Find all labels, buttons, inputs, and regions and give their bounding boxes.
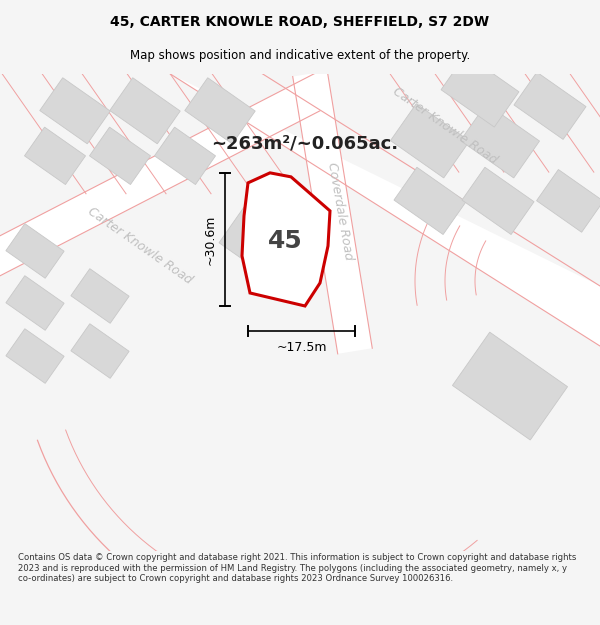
Polygon shape xyxy=(514,72,586,139)
Text: ~17.5m: ~17.5m xyxy=(276,341,327,354)
Text: Contains OS data © Crown copyright and database right 2021. This information is : Contains OS data © Crown copyright and d… xyxy=(18,554,577,583)
Polygon shape xyxy=(460,104,539,178)
Polygon shape xyxy=(40,78,110,144)
Polygon shape xyxy=(394,168,466,234)
Text: ~263m²/~0.065ac.: ~263m²/~0.065ac. xyxy=(211,135,398,153)
Text: 45: 45 xyxy=(268,229,302,253)
Text: Carter Knowle Road: Carter Knowle Road xyxy=(85,205,194,287)
Polygon shape xyxy=(452,332,568,440)
Polygon shape xyxy=(154,127,215,184)
Polygon shape xyxy=(71,269,129,323)
Polygon shape xyxy=(25,127,86,184)
Polygon shape xyxy=(293,71,372,354)
Polygon shape xyxy=(110,78,180,144)
Text: Map shows position and indicative extent of the property.: Map shows position and indicative extent… xyxy=(130,49,470,62)
Polygon shape xyxy=(219,202,301,280)
Polygon shape xyxy=(185,78,255,144)
Polygon shape xyxy=(71,324,129,378)
Polygon shape xyxy=(242,173,330,306)
Polygon shape xyxy=(0,71,320,281)
Text: Coverdale Road: Coverdale Road xyxy=(325,161,355,261)
Polygon shape xyxy=(6,329,64,383)
Polygon shape xyxy=(6,224,64,278)
Polygon shape xyxy=(170,74,600,346)
Text: 45, CARTER KNOWLE ROAD, SHEFFIELD, S7 2DW: 45, CARTER KNOWLE ROAD, SHEFFIELD, S7 2D… xyxy=(110,15,490,29)
Polygon shape xyxy=(536,169,600,232)
Polygon shape xyxy=(441,54,519,127)
Text: Carter Knowle Road: Carter Knowle Road xyxy=(391,85,500,167)
Polygon shape xyxy=(6,276,64,330)
Polygon shape xyxy=(89,127,151,184)
Polygon shape xyxy=(462,168,534,234)
Text: ~30.6m: ~30.6m xyxy=(203,214,217,264)
Polygon shape xyxy=(391,104,470,178)
